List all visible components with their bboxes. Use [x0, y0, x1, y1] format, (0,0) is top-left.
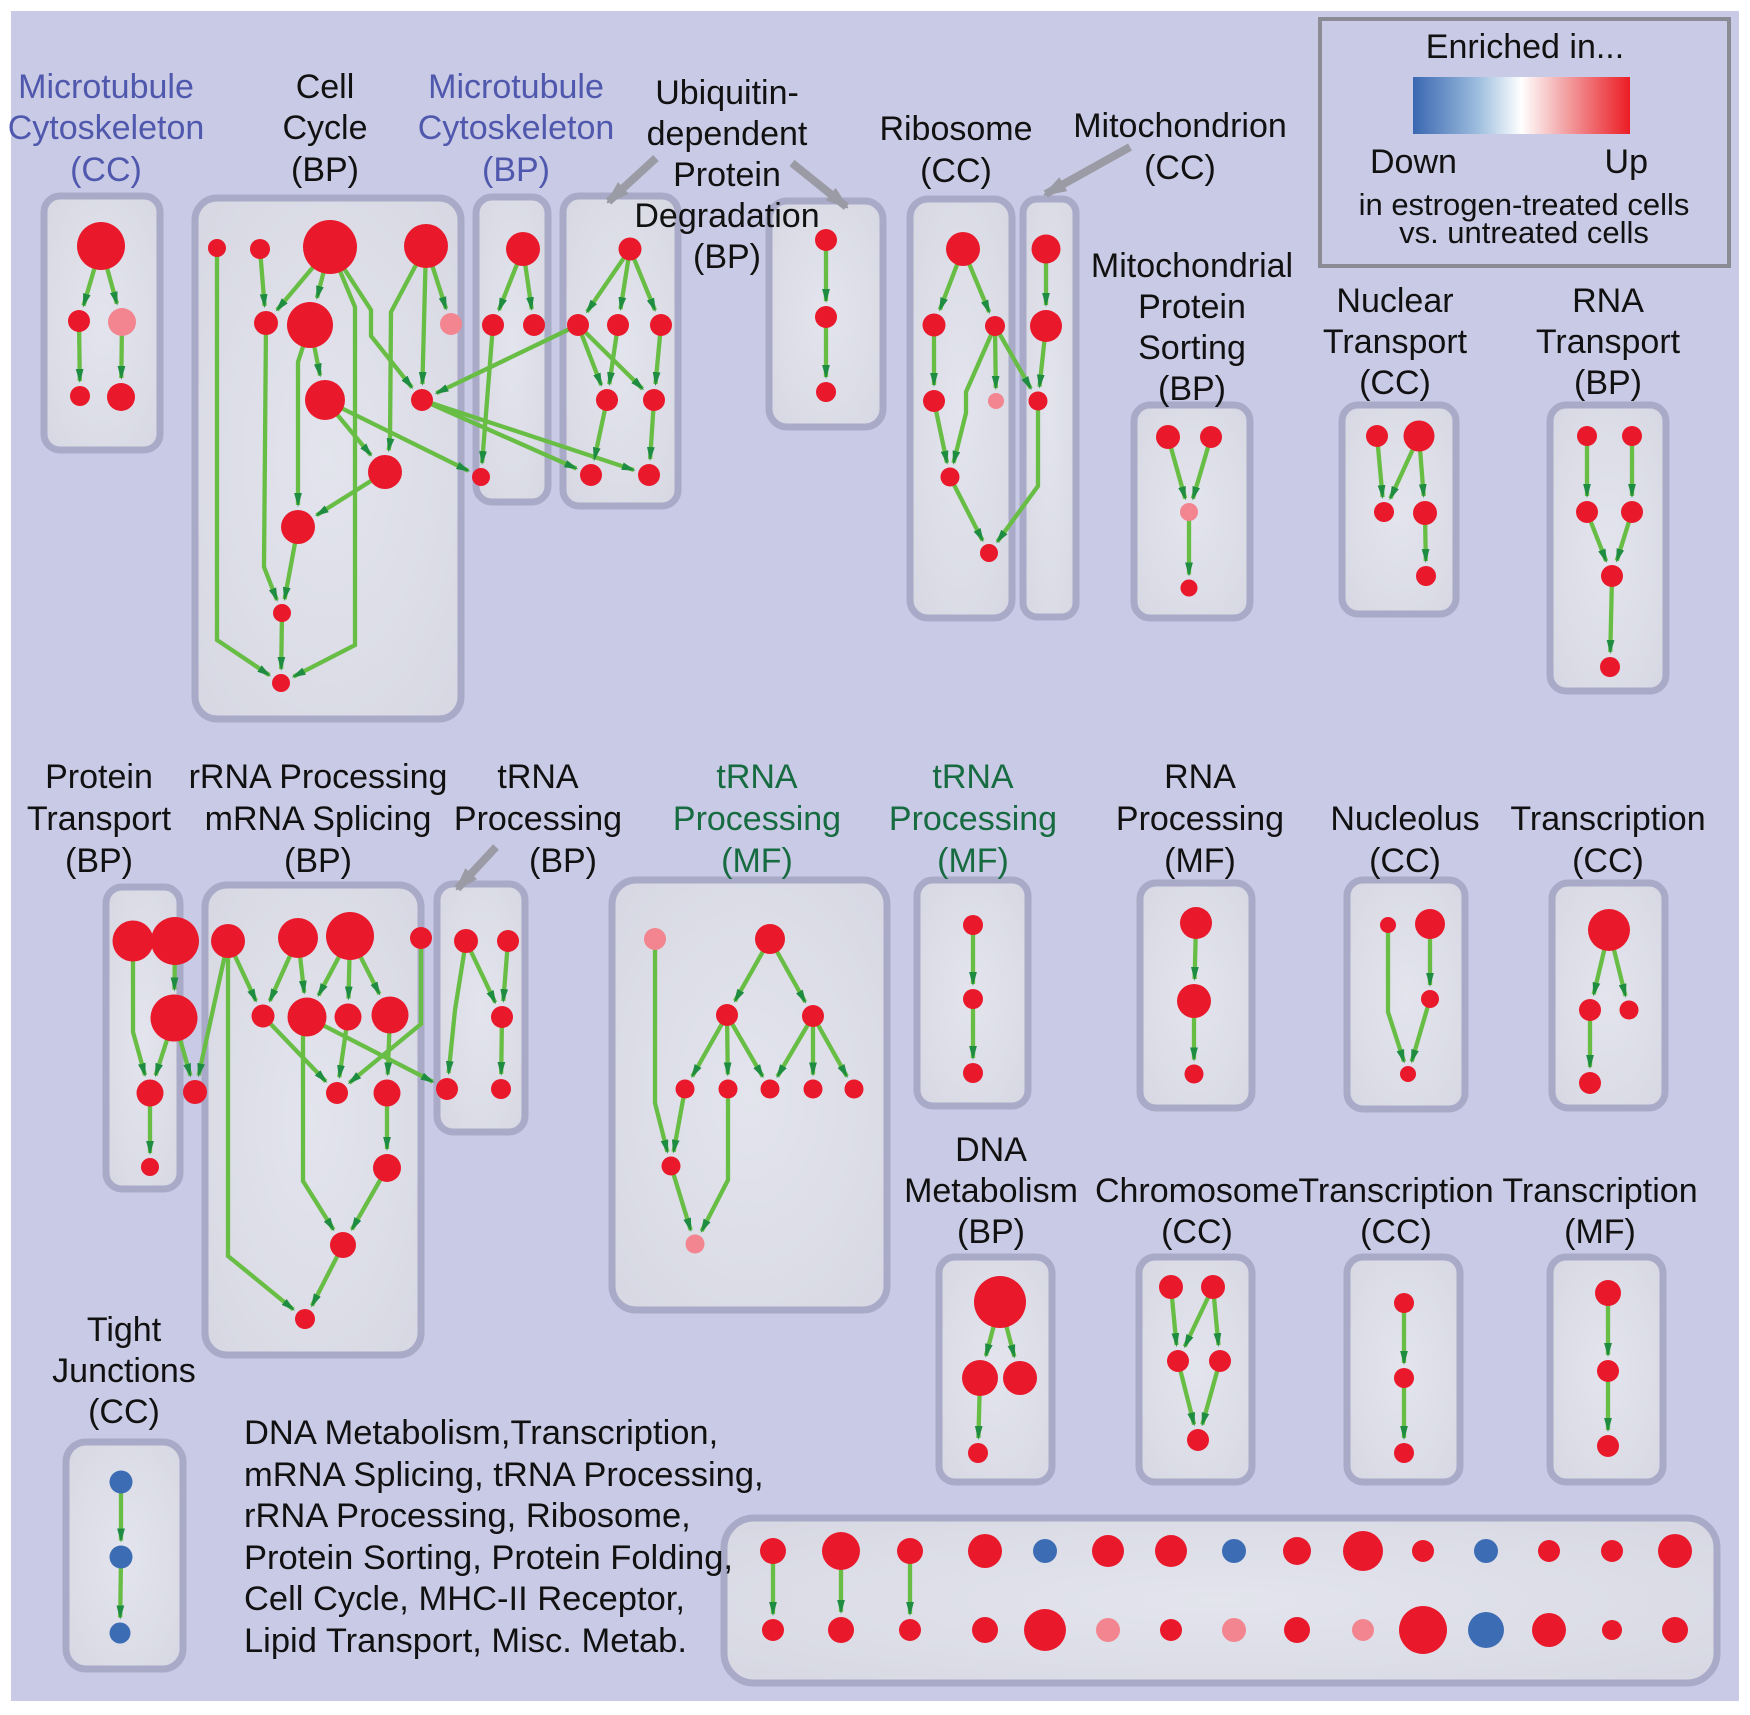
svg-text:tRNA: tRNA: [497, 758, 579, 796]
svg-text:dependent: dependent: [647, 115, 808, 153]
svg-text:Ribosome: Ribosome: [879, 110, 1032, 148]
svg-text:Mitochondrion: Mitochondrion: [1073, 107, 1287, 145]
svg-text:(BP): (BP): [482, 151, 550, 189]
svg-text:(CC): (CC): [88, 1393, 160, 1431]
svg-text:Protein: Protein: [45, 758, 153, 796]
svg-text:(CC): (CC): [1360, 1213, 1432, 1251]
svg-text:(MF): (MF): [937, 842, 1009, 880]
svg-text:(CC): (CC): [920, 152, 992, 190]
svg-text:(CC): (CC): [1144, 149, 1216, 187]
svg-text:tRNA: tRNA: [716, 758, 798, 796]
svg-text:Protein: Protein: [673, 156, 781, 194]
svg-text:Lipid Transport, Misc. Metab.: Lipid Transport, Misc. Metab.: [244, 1622, 687, 1660]
svg-text:Microtubule: Microtubule: [428, 68, 604, 106]
svg-text:Processing: Processing: [454, 800, 622, 838]
svg-text:(CC): (CC): [1369, 842, 1441, 880]
svg-text:Transport: Transport: [1323, 323, 1468, 361]
svg-text:Up: Up: [1605, 143, 1648, 181]
svg-text:RNA: RNA: [1572, 282, 1644, 320]
svg-text:Nucleolus: Nucleolus: [1330, 800, 1479, 838]
svg-text:Protein Sorting, Protein Foldi: Protein Sorting, Protein Folding,: [244, 1539, 733, 1577]
svg-text:Nuclear: Nuclear: [1336, 282, 1453, 320]
svg-text:Down: Down: [1370, 143, 1457, 181]
svg-text:Processing: Processing: [889, 800, 1057, 838]
svg-text:(CC): (CC): [1161, 1213, 1233, 1251]
svg-text:Transcription: Transcription: [1298, 1172, 1493, 1210]
svg-text:(CC): (CC): [70, 151, 142, 189]
svg-text:rRNA Processing: rRNA Processing: [189, 758, 448, 796]
svg-text:Chromosome: Chromosome: [1095, 1172, 1299, 1210]
svg-text:Tight: Tight: [87, 1311, 162, 1349]
svg-text:Ubiquitin-: Ubiquitin-: [655, 74, 799, 112]
svg-text:Junctions: Junctions: [52, 1352, 196, 1390]
svg-text:Sorting: Sorting: [1138, 329, 1246, 367]
svg-text:Processing: Processing: [673, 800, 841, 838]
svg-text:(BP): (BP): [693, 238, 761, 276]
svg-text:(BP): (BP): [957, 1213, 1025, 1251]
svg-text:Mitochondrial: Mitochondrial: [1091, 247, 1293, 285]
svg-text:mRNA Splicing, tRNA Processing: mRNA Splicing, tRNA Processing,: [244, 1456, 764, 1494]
svg-text:mRNA Splicing: mRNA Splicing: [205, 800, 432, 838]
svg-text:Transcription: Transcription: [1502, 1172, 1697, 1210]
svg-text:RNA: RNA: [1164, 758, 1236, 796]
svg-text:Cell: Cell: [296, 68, 355, 106]
svg-text:Transcription: Transcription: [1510, 800, 1705, 838]
svg-text:(BP): (BP): [1574, 364, 1642, 402]
svg-text:Cytoskeleton: Cytoskeleton: [418, 109, 615, 147]
svg-text:Transport: Transport: [1536, 323, 1681, 361]
svg-text:(MF): (MF): [1164, 842, 1236, 880]
svg-text:(BP): (BP): [291, 151, 359, 189]
svg-text:in estrogen-treated cells: in estrogen-treated cells: [1359, 187, 1690, 222]
svg-text:Cell Cycle, MHC-II Receptor,: Cell Cycle, MHC-II Receptor,: [244, 1580, 685, 1618]
svg-text:Cycle: Cycle: [282, 109, 367, 147]
svg-text:Degradation: Degradation: [634, 197, 819, 235]
svg-text:Microtubule: Microtubule: [18, 68, 194, 106]
svg-text:tRNA: tRNA: [932, 758, 1014, 796]
svg-text:(BP): (BP): [529, 842, 597, 880]
svg-text:Protein: Protein: [1138, 288, 1246, 326]
svg-text:(CC): (CC): [1572, 842, 1644, 880]
svg-text:(CC): (CC): [1359, 364, 1431, 402]
svg-text:(MF): (MF): [721, 842, 793, 880]
svg-text:rRNA Processing, Ribosome,: rRNA Processing, Ribosome,: [244, 1497, 691, 1535]
svg-text:DNA Metabolism,Transcription,: DNA Metabolism,Transcription,: [244, 1414, 718, 1452]
svg-text:Cytoskeleton: Cytoskeleton: [8, 109, 205, 147]
svg-text:Enriched in...: Enriched in...: [1426, 28, 1624, 66]
svg-text:Metabolism: Metabolism: [904, 1172, 1078, 1210]
svg-text:(MF): (MF): [1564, 1213, 1636, 1251]
svg-text:(BP): (BP): [65, 842, 133, 880]
svg-text:Processing: Processing: [1116, 800, 1284, 838]
svg-text:Transport: Transport: [27, 800, 172, 838]
svg-text:(BP): (BP): [284, 842, 352, 880]
svg-text:(BP): (BP): [1158, 370, 1226, 408]
svg-text:DNA: DNA: [955, 1131, 1027, 1169]
svg-text:vs. untreated cells: vs. untreated cells: [1399, 215, 1649, 250]
